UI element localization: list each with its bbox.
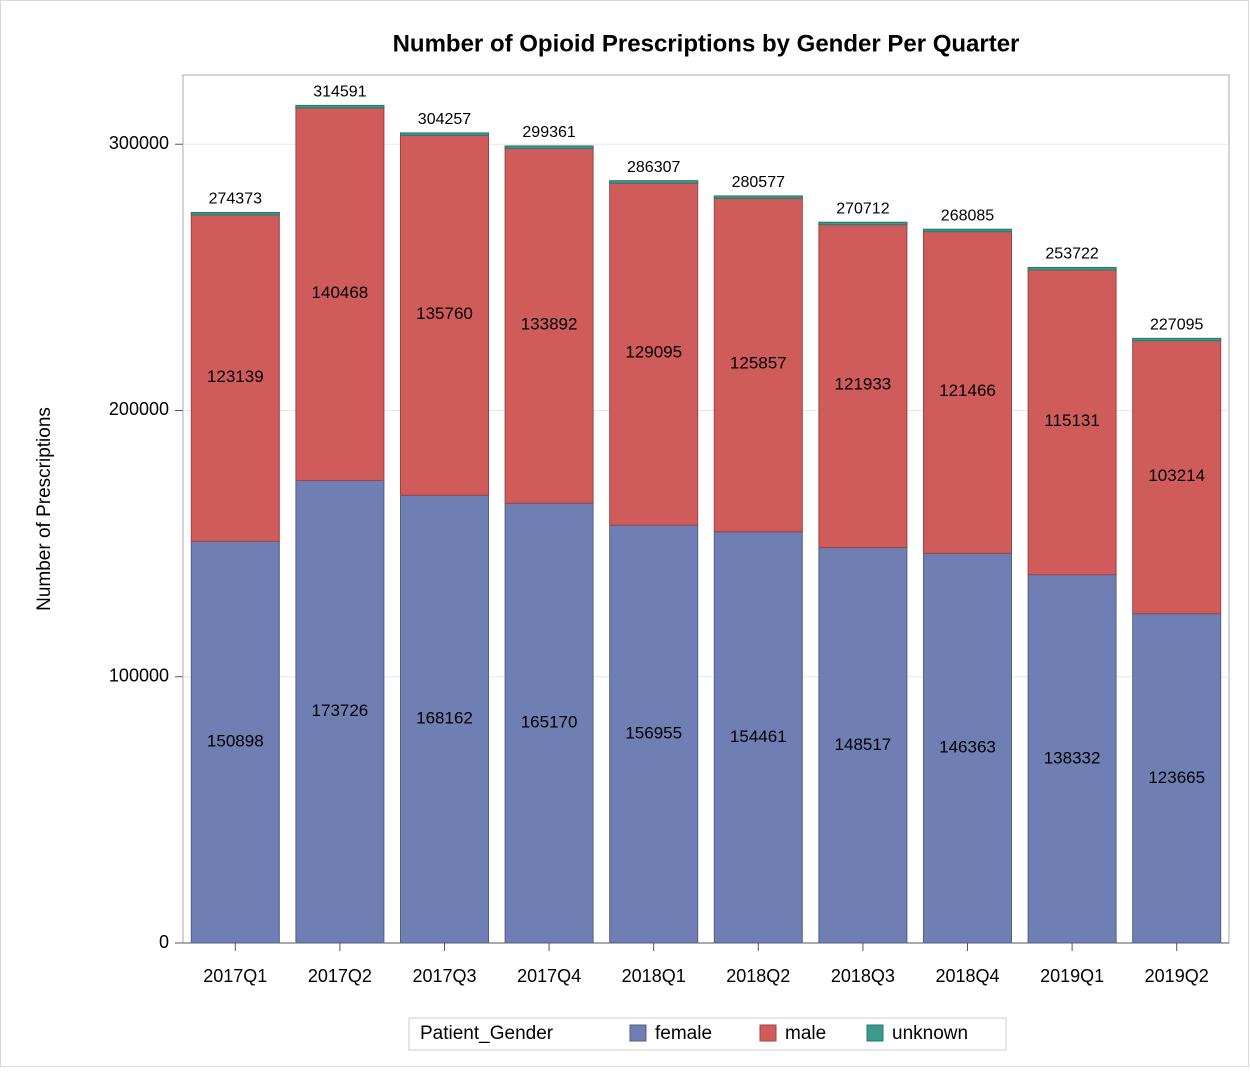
value-label: 173726: [312, 701, 369, 720]
value-label: 115131: [1044, 411, 1099, 430]
legend-box: [408, 1017, 1007, 1051]
x-tick-label: 2018Q1: [622, 966, 686, 986]
total-label: 314591: [313, 84, 366, 101]
bar-segment: [295, 479, 385, 944]
value-label: 146363: [939, 738, 996, 757]
bar-segment: [1027, 266, 1117, 271]
bar-segment: [609, 180, 699, 526]
bar-segment: [295, 104, 385, 109]
value-label: 150898: [207, 732, 264, 751]
bar-segment: [713, 531, 803, 944]
value-label: 125857: [730, 354, 787, 373]
value-label: 140468: [312, 283, 369, 302]
bar-segment: [923, 552, 1012, 944]
value-label: 154461: [730, 727, 787, 746]
bar-segment: [818, 222, 908, 549]
x-tick-label: 2019Q1: [1040, 966, 1104, 986]
bar-segment: [923, 228, 1012, 233]
bar-segment: [1132, 337, 1222, 342]
legend-swatch: [759, 1024, 777, 1042]
y-axis-label: Number of Prescriptions: [34, 407, 55, 611]
bar-segment: [818, 547, 908, 944]
value-label: 135760: [416, 304, 473, 323]
legend-title: Patient_Gender: [420, 1023, 554, 1044]
bar-segment: [609, 180, 699, 184]
bar-segment: [818, 221, 908, 226]
bar-segment: [1027, 267, 1117, 576]
total-label: 268085: [941, 207, 994, 224]
value-label: 165170: [521, 713, 578, 732]
bar-segment: [400, 494, 489, 944]
bar-segment: [713, 195, 803, 199]
value-label: 123665: [1148, 768, 1205, 787]
total-label: 286307: [627, 159, 680, 176]
y-tick-label: 0: [159, 932, 169, 952]
x-tick-label: 2017Q1: [203, 966, 267, 986]
y-tick-label: 100000: [109, 665, 169, 685]
value-label: 129095: [625, 343, 682, 362]
legend-label: female: [655, 1023, 712, 1044]
total-label: 304257: [418, 111, 471, 128]
total-label: 274373: [209, 191, 262, 208]
value-label: 168162: [416, 709, 473, 728]
bar-segment: [923, 229, 1012, 554]
value-label: 123139: [207, 367, 264, 386]
total-label: 270712: [836, 200, 889, 217]
x-tick-label: 2017Q2: [308, 966, 372, 986]
value-label: 103214: [1148, 466, 1205, 485]
total-label: 280577: [732, 174, 785, 191]
bar-segment: [504, 146, 594, 504]
x-tick-label: 2018Q2: [726, 966, 790, 986]
total-label: 299361: [522, 124, 575, 141]
x-tick-label: 2017Q3: [412, 966, 476, 986]
total-label: 253722: [1045, 246, 1098, 263]
bar-segment: [295, 105, 385, 481]
chart-title: Number of Opioid Prescriptions by Gender…: [393, 30, 1020, 57]
total-label: 227095: [1150, 317, 1203, 334]
value-label: 121466: [939, 381, 996, 400]
x-tick-label: 2019Q2: [1145, 966, 1209, 986]
legend-label: unknown: [892, 1023, 968, 1044]
value-label: 148517: [835, 735, 892, 754]
bar-segment: [504, 145, 594, 149]
y-tick-label: 300000: [109, 133, 169, 153]
bar-segment: [1132, 338, 1222, 615]
legend-label: male: [785, 1023, 826, 1044]
legend-swatch: [866, 1024, 884, 1042]
bar-segment: [400, 133, 489, 496]
y-tick-label: 200000: [109, 399, 169, 419]
value-label: 138332: [1044, 748, 1101, 767]
x-tick-label: 2018Q3: [831, 966, 895, 986]
x-tick-label: 2018Q4: [935, 966, 999, 986]
bar-segment: [190, 211, 280, 216]
bar-segment: [609, 524, 699, 944]
value-label: 156955: [625, 724, 682, 743]
legend-swatch: [629, 1024, 647, 1042]
x-tick-label: 2017Q4: [517, 966, 581, 986]
bar-segment: [400, 132, 489, 136]
value-label: 133892: [521, 314, 578, 333]
value-label: 121933: [835, 375, 892, 394]
bar-segment: [1132, 613, 1222, 944]
